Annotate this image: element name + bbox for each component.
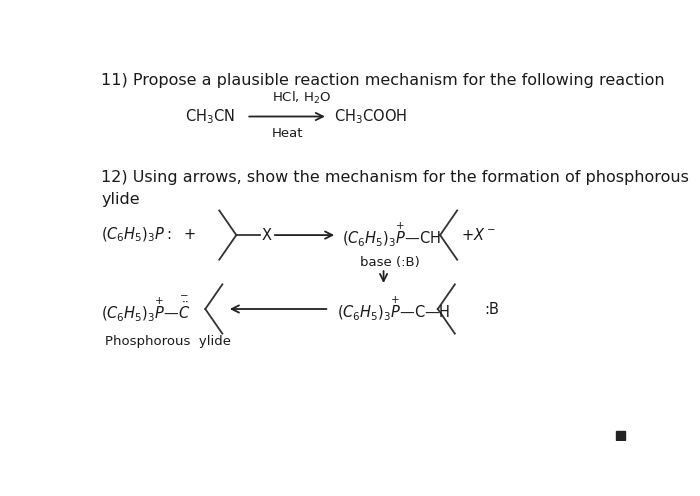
Text: base (:B): base (:B) <box>360 256 420 269</box>
Text: $(C_6H_5)_3P:$  +: $(C_6H_5)_3P:$ + <box>102 226 197 244</box>
Bar <box>616 431 625 440</box>
Text: $(C_6H_5)_3\overset{+}{P}$—CH: $(C_6H_5)_3\overset{+}{P}$—CH <box>342 221 440 249</box>
Text: 12) Using arrows, show the mechanism for the formation of phosphorous: 12) Using arrows, show the mechanism for… <box>102 171 690 186</box>
Text: $+X^-$: $+X^-$ <box>461 227 496 243</box>
Text: 11) Propose a plausible reaction mechanism for the following reaction: 11) Propose a plausible reaction mechani… <box>102 73 665 88</box>
Text: Phosphorous  ylide: Phosphorous ylide <box>104 335 230 348</box>
Text: HCl, H$_2$O: HCl, H$_2$O <box>272 90 331 106</box>
Text: $(C_6H_5)_3\overset{+}{P}$—C—H: $(C_6H_5)_3\overset{+}{P}$—C—H <box>337 295 451 323</box>
Text: Heat: Heat <box>272 127 304 140</box>
Text: CH$_3$CN: CH$_3$CN <box>185 107 234 126</box>
Text: $(C_6H_5)_3\overset{+}{P}$—$\overset{-}{\ddot{C}}$: $(C_6H_5)_3\overset{+}{P}$—$\overset{-}{… <box>102 294 190 324</box>
Text: CH$_3$COOH: CH$_3$COOH <box>334 107 407 126</box>
Text: X: X <box>261 228 271 243</box>
Text: :B: :B <box>484 302 499 316</box>
Text: ylide: ylide <box>102 192 140 207</box>
